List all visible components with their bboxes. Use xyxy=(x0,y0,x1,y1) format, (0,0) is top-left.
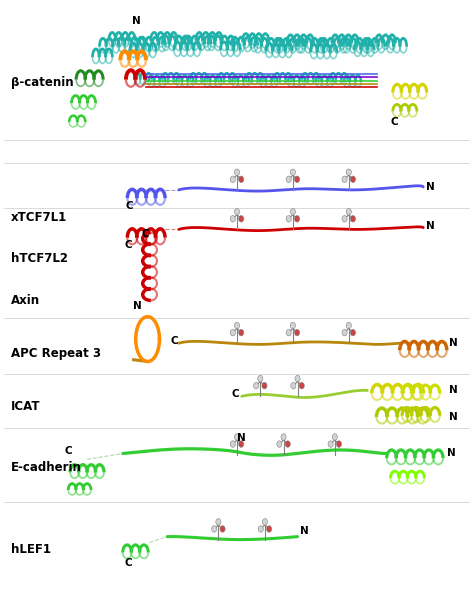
Text: N: N xyxy=(449,412,457,422)
Circle shape xyxy=(285,441,290,447)
Text: N: N xyxy=(237,433,246,443)
Text: N: N xyxy=(300,526,309,536)
Circle shape xyxy=(220,526,225,532)
Circle shape xyxy=(342,329,347,336)
Circle shape xyxy=(258,376,263,382)
Text: hLEF1: hLEF1 xyxy=(11,543,51,556)
Circle shape xyxy=(294,215,300,222)
Text: β-catenin: β-catenin xyxy=(11,75,74,89)
Text: APC Repeat 3: APC Repeat 3 xyxy=(11,347,101,360)
Text: hTCF7L2: hTCF7L2 xyxy=(11,252,68,266)
Text: xTCF7L1: xTCF7L1 xyxy=(11,211,67,224)
Circle shape xyxy=(281,434,286,440)
Circle shape xyxy=(337,441,342,447)
Text: C: C xyxy=(124,558,132,568)
Circle shape xyxy=(328,441,333,447)
Text: N: N xyxy=(132,16,141,26)
Circle shape xyxy=(238,441,244,447)
Circle shape xyxy=(235,434,239,440)
Text: ICAT: ICAT xyxy=(11,400,41,413)
Circle shape xyxy=(258,526,264,532)
Circle shape xyxy=(342,215,347,222)
Text: E-cadherin: E-cadherin xyxy=(11,460,82,474)
Circle shape xyxy=(266,526,272,532)
Text: N: N xyxy=(426,221,434,231)
Circle shape xyxy=(290,209,295,215)
Circle shape xyxy=(238,176,244,182)
Circle shape xyxy=(286,176,291,182)
Text: N: N xyxy=(449,385,457,395)
Circle shape xyxy=(346,169,351,175)
Circle shape xyxy=(211,526,217,532)
Circle shape xyxy=(350,329,356,336)
Circle shape xyxy=(346,322,351,329)
Circle shape xyxy=(350,176,356,182)
Circle shape xyxy=(332,434,337,440)
Circle shape xyxy=(238,215,244,222)
Text: N: N xyxy=(426,182,434,192)
Circle shape xyxy=(342,176,347,182)
Circle shape xyxy=(294,176,300,182)
Circle shape xyxy=(230,215,236,222)
Text: C: C xyxy=(65,446,73,456)
Text: N: N xyxy=(133,301,142,311)
Text: N: N xyxy=(447,448,456,459)
Circle shape xyxy=(286,215,291,222)
Circle shape xyxy=(238,329,244,336)
Circle shape xyxy=(294,329,300,336)
Circle shape xyxy=(262,383,267,389)
Circle shape xyxy=(350,215,356,222)
Circle shape xyxy=(290,322,295,329)
Circle shape xyxy=(277,441,282,447)
Text: C: C xyxy=(142,229,149,239)
Circle shape xyxy=(235,322,239,329)
Circle shape xyxy=(235,169,239,175)
Circle shape xyxy=(254,383,259,389)
Circle shape xyxy=(295,376,300,382)
Circle shape xyxy=(299,383,304,389)
Circle shape xyxy=(216,518,221,525)
Circle shape xyxy=(235,209,239,215)
Circle shape xyxy=(263,518,267,525)
Circle shape xyxy=(290,169,295,175)
Circle shape xyxy=(230,441,236,447)
Circle shape xyxy=(346,209,351,215)
Text: C: C xyxy=(125,202,133,212)
Circle shape xyxy=(230,176,236,182)
Circle shape xyxy=(230,329,236,336)
Text: C: C xyxy=(231,389,239,399)
Text: Axin: Axin xyxy=(11,294,40,307)
Text: C: C xyxy=(391,117,398,127)
Circle shape xyxy=(286,329,291,336)
Text: C: C xyxy=(171,336,179,346)
Text: N: N xyxy=(449,338,457,348)
Text: C: C xyxy=(124,240,132,251)
Circle shape xyxy=(291,383,296,389)
